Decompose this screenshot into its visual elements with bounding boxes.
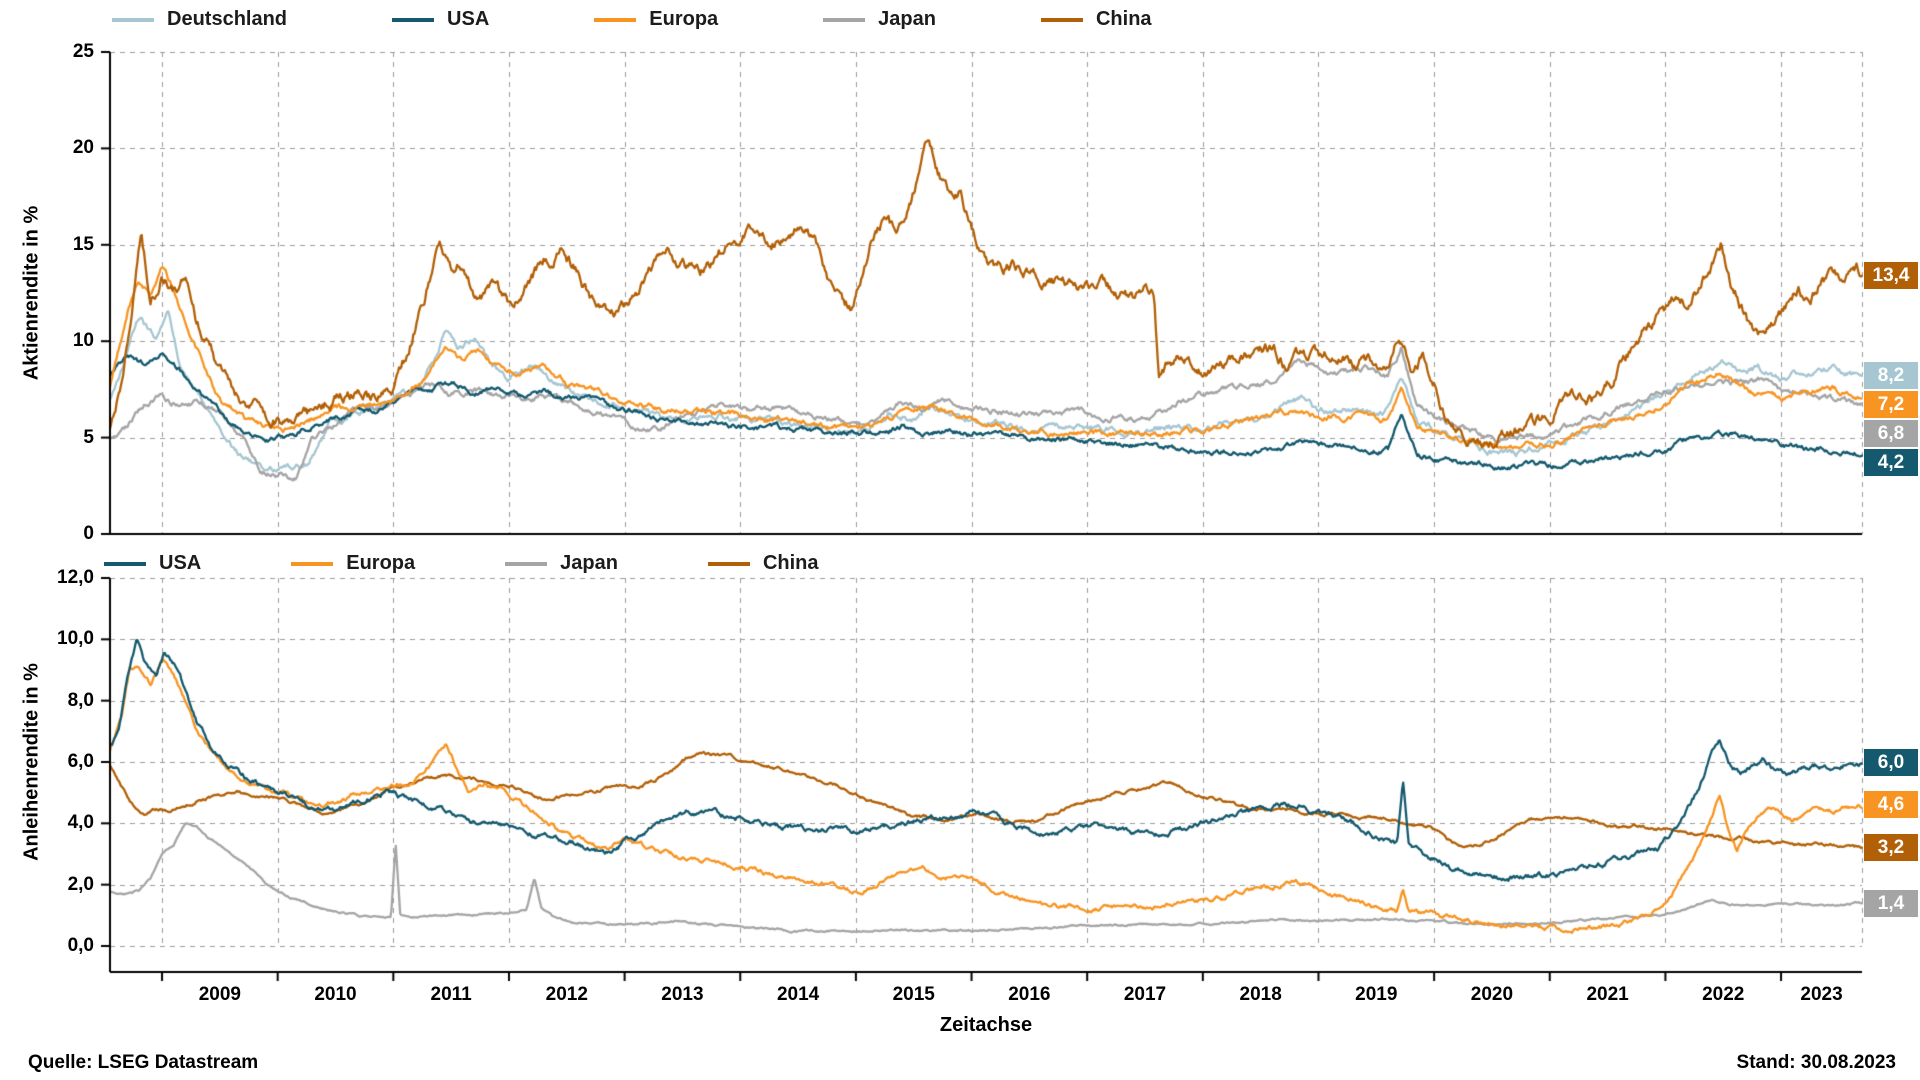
legend-item-europa: Europa (594, 8, 718, 31)
end-value-label: 4,2 (1864, 449, 1918, 477)
legend-bottom: USA Europa Japan China (104, 552, 819, 575)
y-tick-label: 10 (72, 330, 94, 352)
legend-line-swatch-japan (505, 561, 548, 566)
legend-label: Japan (878, 8, 936, 30)
legend-item-japan: Japan (505, 552, 618, 575)
legend-label: Deutschland (167, 8, 288, 30)
legend-item-usa: USA (104, 552, 201, 575)
y-tick-label: 12,0 (57, 567, 94, 588)
legend-item-china: China (707, 552, 819, 575)
legend-line-swatch-europa (291, 561, 334, 566)
end-value-label: 4,6 (1864, 791, 1918, 819)
legend-line-swatch-deutschland (112, 17, 154, 22)
end-value-label: 7,2 (1864, 391, 1918, 419)
legend-label: Europa (346, 552, 416, 574)
y-tick-label: 4,0 (67, 812, 94, 834)
x-tick-label: 2017 (1123, 984, 1167, 1005)
y-tick-label: 6,0 (67, 751, 94, 772)
end-value-label: 1,4 (1864, 889, 1918, 917)
y-tick-label: 20 (72, 137, 94, 159)
y-tick-label: 0 (83, 523, 94, 544)
legend-line-swatch-china (1040, 17, 1083, 22)
x-tick-label: 2011 (430, 984, 472, 1005)
x-tick-label: 2021 (1586, 984, 1629, 1005)
x-tick-label: 2013 (661, 984, 704, 1005)
legend-label: Japan (560, 552, 618, 574)
y-tick-label: 25 (72, 41, 94, 62)
y-tick-label: 2,0 (67, 873, 94, 895)
legend-label: China (1095, 8, 1152, 30)
x-tick-label: 2010 (314, 984, 357, 1005)
legend-line-swatch-china (707, 561, 750, 566)
legend-line-swatch-japan (823, 17, 866, 22)
legend-item-japan: Japan (823, 8, 936, 31)
x-tick-label: 2019 (1355, 984, 1398, 1005)
x-tick-label: 2009 (198, 984, 241, 1005)
end-value-label: 6,0 (1864, 748, 1918, 776)
legend-item-usa: USA (392, 8, 489, 31)
legend-item-china: China (1040, 8, 1152, 31)
x-axis-title: Zeitachse (939, 1014, 1033, 1036)
end-value-label: 3,2 (1864, 834, 1918, 862)
legend-item-europa: Europa (291, 552, 415, 575)
y-axis-title-bottom: Anleihenrendite in % (20, 663, 43, 861)
y-tick-label: 8,0 (67, 689, 94, 711)
end-value-label: 8,2 (1864, 362, 1918, 390)
x-tick-label: 2023 (1800, 984, 1843, 1005)
x-tick-label: 2016 (1008, 984, 1051, 1005)
legend-item-deutschland: Deutschland (112, 8, 287, 31)
legend-top: Deutschland USA Europa Japan China (112, 8, 1152, 31)
source-note: Quelle: LSEG Datastream (28, 1052, 259, 1073)
end-value-label: 6,8 (1864, 420, 1918, 448)
x-tick-label: 2015 (892, 984, 935, 1005)
legend-line-swatch-usa (104, 561, 146, 566)
legend-label: USA (159, 552, 202, 574)
legend-label: China (762, 552, 819, 574)
x-tick-label: 2018 (1239, 984, 1282, 1005)
x-tick-label: 2014 (776, 984, 820, 1005)
y-axis-title-top: Aktienrendite in % (20, 205, 43, 381)
x-tick-label: 2022 (1702, 984, 1745, 1005)
legend-label: USA (447, 8, 490, 30)
x-tick-label: 2020 (1470, 984, 1514, 1005)
date-note: Stand: 30.08.2023 (1736, 1052, 1896, 1073)
y-tick-label: 15 (72, 233, 94, 255)
end-value-label: 13,4 (1864, 262, 1918, 290)
x-tick-label: 2012 (545, 984, 588, 1005)
legend-label: Europa (649, 8, 719, 30)
y-tick-label: 10,0 (57, 628, 94, 650)
y-tick-label: 0,0 (67, 935, 94, 956)
legend-line-swatch-usa (392, 17, 435, 22)
legend-line-swatch-europa (594, 17, 637, 22)
y-tick-label: 5 (83, 426, 94, 448)
